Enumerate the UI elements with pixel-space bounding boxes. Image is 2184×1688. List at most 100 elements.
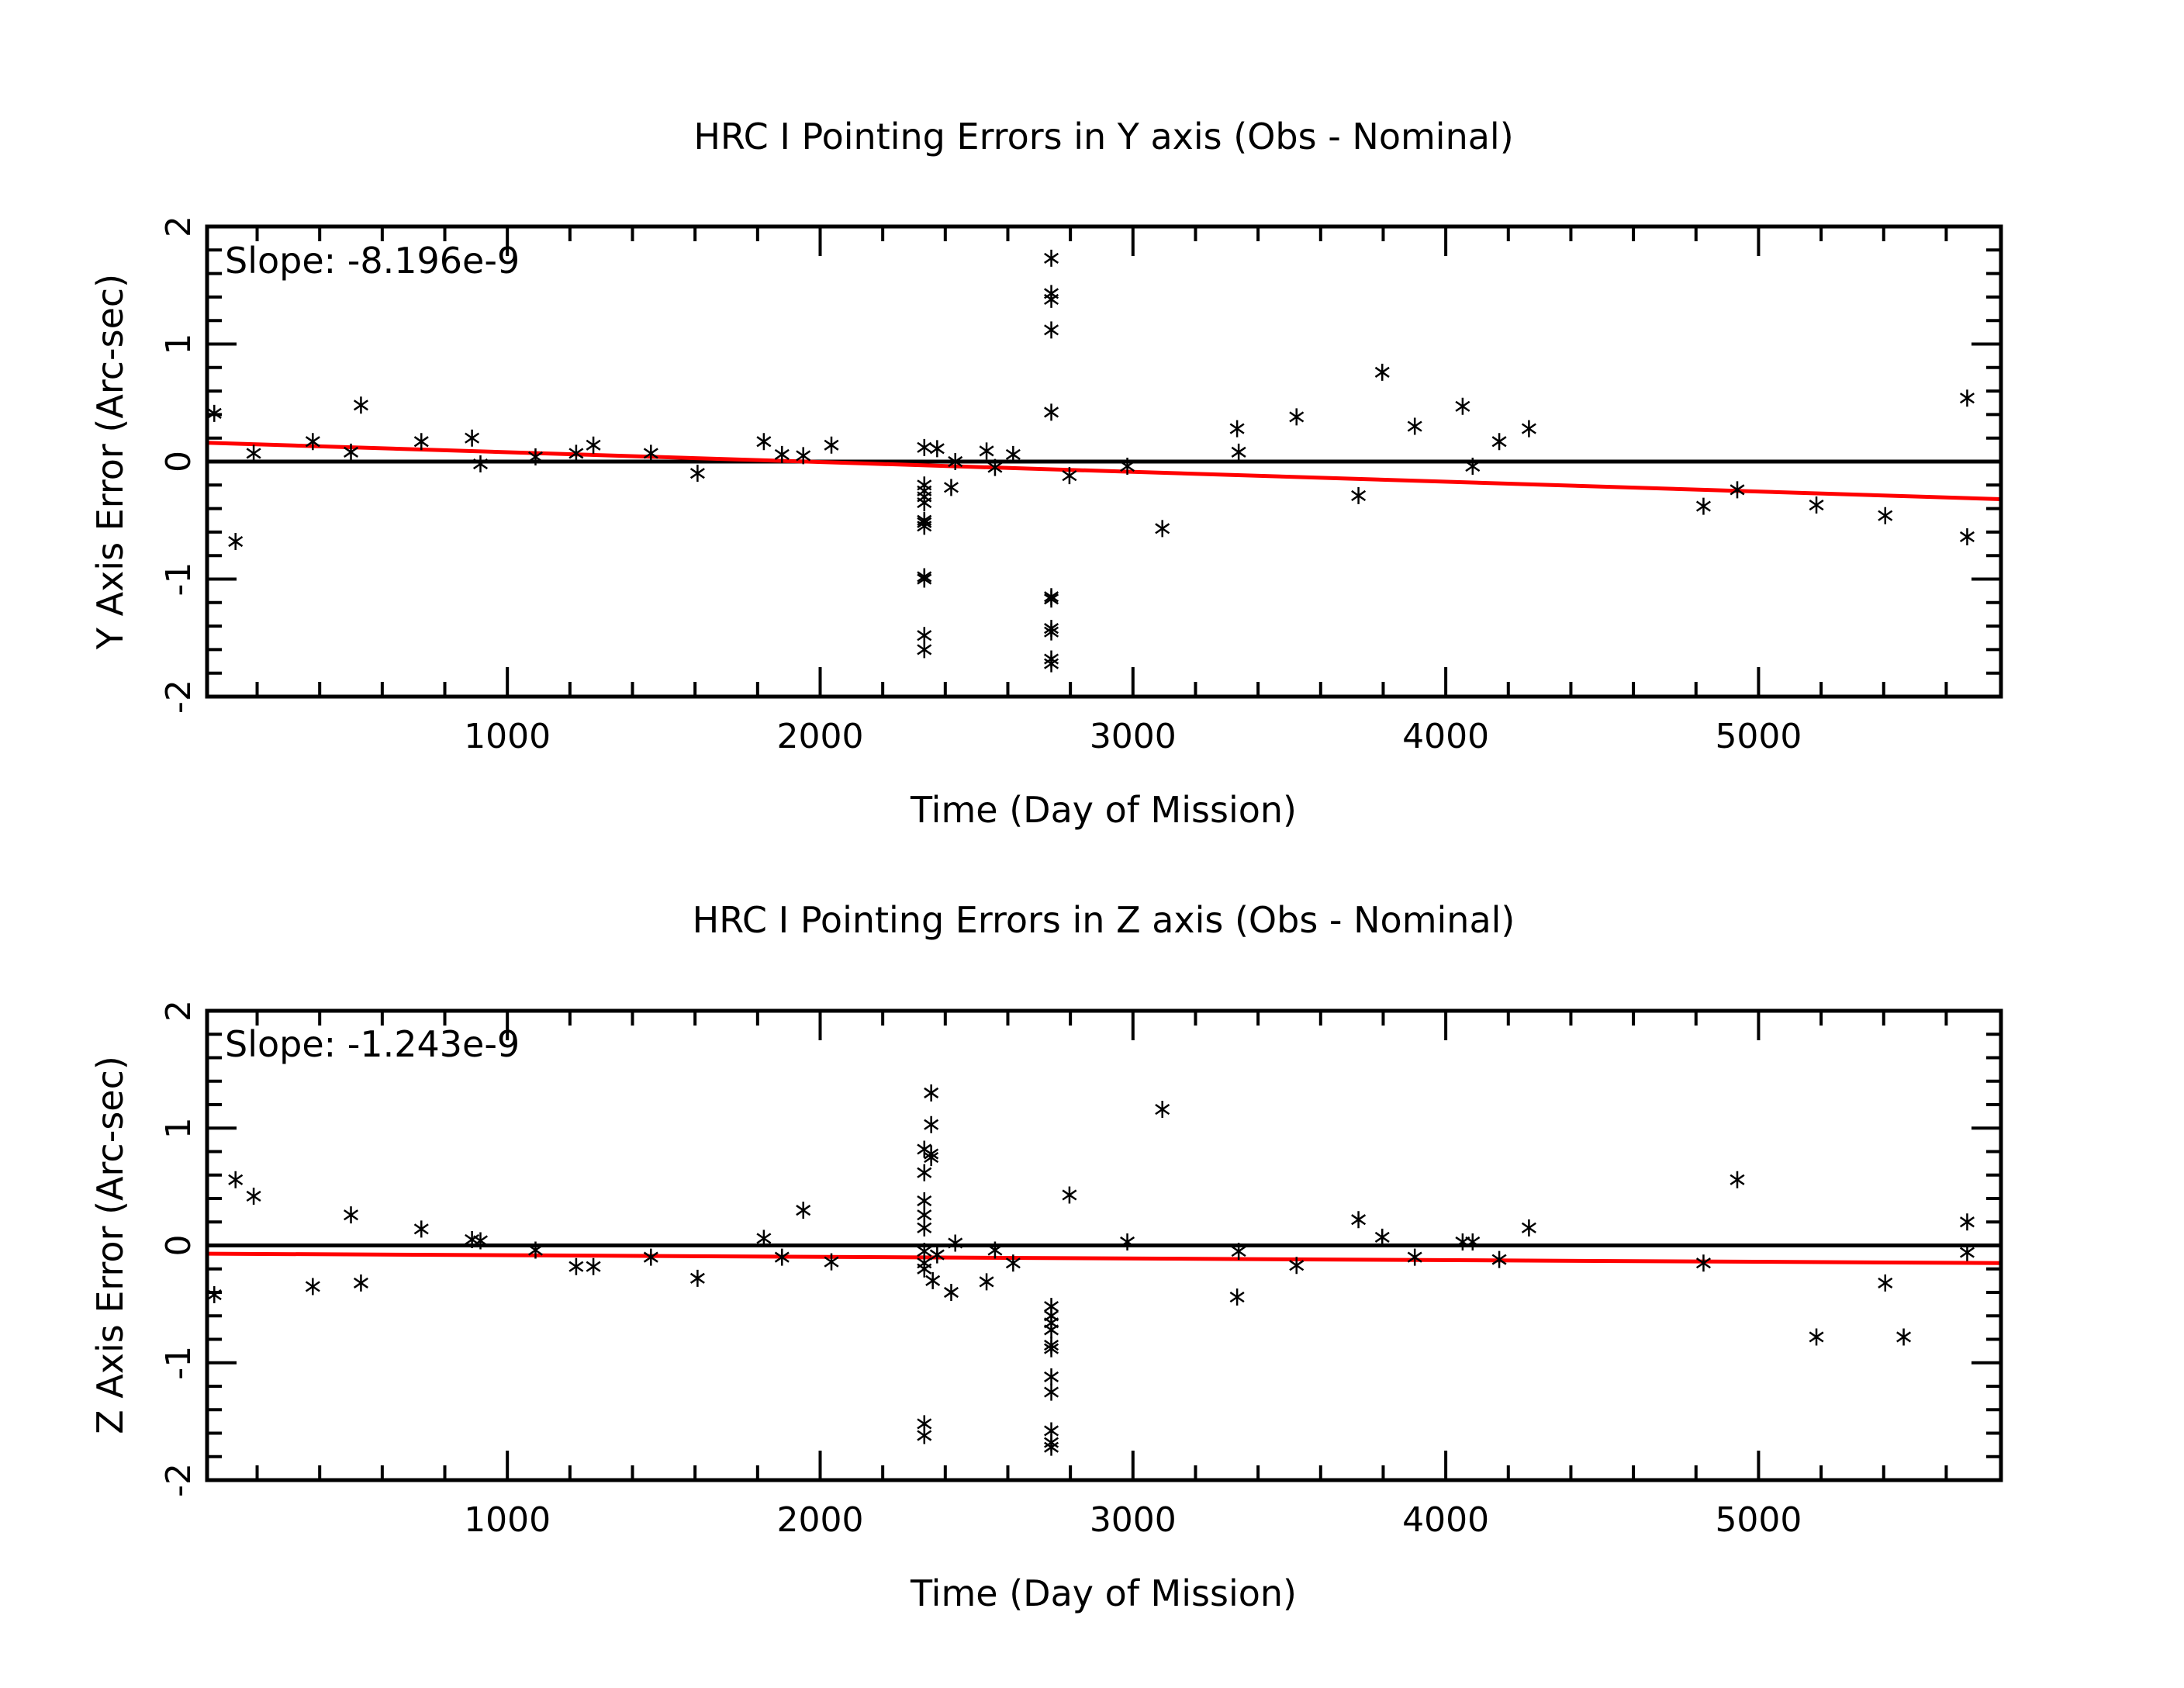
data-point [917, 517, 932, 535]
data-point [774, 1248, 790, 1266]
data-point [353, 396, 368, 414]
data-point [246, 1187, 261, 1205]
data-point [1730, 481, 1745, 499]
data-point [1044, 1340, 1059, 1358]
data-point [206, 1286, 222, 1304]
data-point [979, 1273, 994, 1291]
data-point [1229, 1288, 1245, 1306]
data-point [1959, 389, 1975, 407]
data-point [1062, 1186, 1077, 1204]
y-tick-label: 1 [159, 334, 199, 355]
data-point [756, 1230, 772, 1247]
data-point [924, 1116, 939, 1133]
data-point [1044, 403, 1059, 421]
data-point [1455, 397, 1470, 415]
data-point [1044, 321, 1059, 339]
y-tick-label: 2 [159, 216, 199, 237]
data-point [586, 436, 601, 454]
data-point [917, 1260, 932, 1278]
data-point [228, 533, 244, 551]
data-point [305, 433, 320, 451]
data-point [1878, 507, 1893, 524]
x-tick-label: 5000 [1715, 1500, 1802, 1540]
data-point [917, 1219, 932, 1237]
data-point [1289, 408, 1305, 426]
data-point [1491, 1250, 1507, 1268]
data-point [1231, 443, 1246, 461]
data-point [1896, 1328, 1912, 1346]
data-point [643, 444, 658, 462]
data-point [1044, 623, 1059, 641]
y-tick-label: 0 [159, 451, 199, 472]
slope-annotation: Slope: -1.243e-9 [225, 1023, 520, 1065]
data-point [586, 1257, 601, 1275]
data-point [246, 444, 261, 462]
data-point [1005, 1254, 1021, 1272]
data-point [568, 1257, 584, 1275]
data-point [917, 570, 932, 588]
data-point [924, 1149, 939, 1167]
data-point [1465, 458, 1481, 476]
data-point [1120, 458, 1135, 476]
data-point [1155, 1101, 1170, 1119]
data-point [929, 1246, 945, 1264]
data-point [1730, 1171, 1745, 1188]
x-tick-label: 1000 [464, 717, 551, 756]
y-tick-label: -2 [159, 680, 199, 714]
data-point [1351, 1211, 1367, 1229]
data-point [568, 444, 584, 462]
data-point [1044, 1383, 1059, 1401]
data-point [987, 1241, 1003, 1259]
slope-annotation: Slope: -8.196e-9 [225, 240, 520, 282]
data-point [344, 1206, 359, 1224]
chart-title: HRC I Pointing Errors in Z axis (Obs - N… [693, 899, 1515, 941]
z-axis-error-panel: HRC I Pointing Errors in Z axis (Obs - N… [89, 899, 2003, 1614]
x-tick-label: 2000 [777, 717, 864, 756]
y-axis-error-panel: HRC I Pointing Errors in Y axis (Obs - N… [89, 116, 2003, 831]
data-point [979, 442, 994, 460]
data-point [1959, 528, 1975, 545]
data-point [824, 436, 839, 454]
data-point [472, 1232, 489, 1250]
data-point [1005, 445, 1021, 463]
data-point [1521, 1219, 1536, 1237]
data-point [917, 1164, 932, 1181]
data-point [1491, 433, 1507, 451]
x-tick-label: 4000 [1402, 1500, 1489, 1540]
data-point [1229, 420, 1245, 438]
data-point [527, 1241, 543, 1259]
data-point [924, 1084, 939, 1102]
data-point [413, 1220, 429, 1238]
data-point [1044, 290, 1059, 308]
data-point [917, 1427, 932, 1444]
data-point [1044, 590, 1059, 608]
data-point [943, 479, 959, 496]
x-tick-label: 4000 [1402, 717, 1489, 756]
chart-title: HRC I Pointing Errors in Y axis (Obs - N… [693, 116, 1513, 157]
data-point [824, 1253, 839, 1271]
data-point [948, 453, 963, 470]
data-point [987, 458, 1003, 476]
data-point [948, 1234, 963, 1252]
data-point [1695, 497, 1711, 515]
data-point [774, 445, 790, 463]
data-point [689, 1269, 705, 1287]
plot-frame [205, 224, 2003, 699]
y-tick-label: 1 [159, 1117, 199, 1139]
data-point [1374, 1228, 1390, 1246]
data-point [465, 429, 480, 447]
data-point [1959, 1244, 1975, 1261]
data-point [305, 1278, 320, 1295]
data-point [1374, 363, 1390, 381]
data-point [527, 448, 543, 465]
data-point [1465, 1233, 1481, 1250]
fit-line [206, 441, 2002, 501]
data-point [925, 1271, 941, 1289]
y-axis-label: Z Axis Error (Arc-sec) [89, 1056, 131, 1434]
data-point [1695, 1254, 1711, 1272]
data-point [344, 443, 359, 461]
x-axis-label: Time (Day of Mission) [910, 789, 1297, 831]
data-point [472, 455, 489, 473]
data-point [917, 641, 932, 659]
data-point [1044, 655, 1059, 673]
